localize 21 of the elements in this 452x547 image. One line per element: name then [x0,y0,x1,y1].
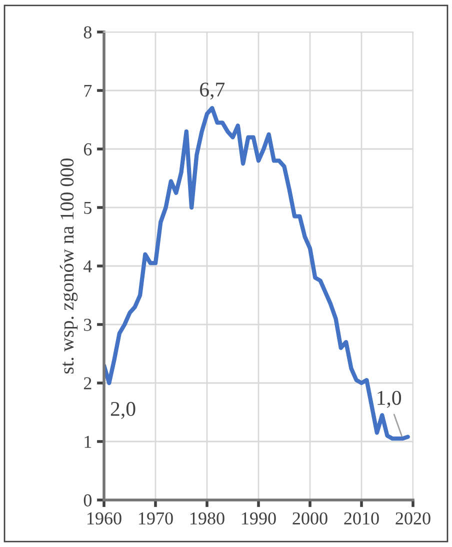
annotation: 6,7 [200,82,225,100]
y-tick-label: 8 [84,26,92,38]
y-axis-title: st. wsp. zgonów na 100 000 [60,158,78,374]
x-tick-label: 2010 [344,512,379,525]
y-tick-label: 2 [84,377,92,390]
y-tick-label: 0 [84,494,92,506]
x-tick-label: 1980 [190,512,224,525]
y-tick-label: 6 [84,143,92,156]
annotation: 2,0 [110,402,136,419]
x-tick-label: 1970 [139,512,173,525]
x-tick-label: 2000 [292,512,328,525]
y-tick-label: 1 [84,436,92,448]
line-series [104,106,410,441]
y-tick-label: 3 [84,318,92,331]
annotation: 1,0 [378,390,402,408]
x-tick-label: 1990 [242,512,276,525]
x-tick-label: 1960 [88,512,122,525]
y-tick-label: 5 [84,202,92,214]
y-tick-label: 4 [84,260,92,272]
x-tick-label: 2020 [396,512,430,525]
y-tick-label: 7 [84,84,92,97]
